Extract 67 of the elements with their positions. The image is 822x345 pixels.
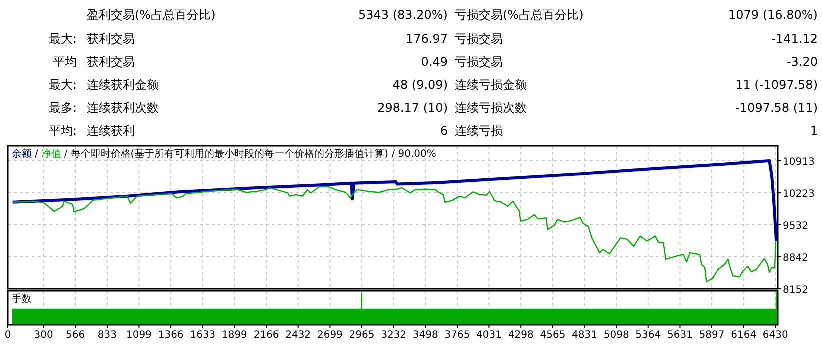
y-tick-label: 8842: [783, 252, 808, 264]
x-tick-label: 5364: [636, 330, 662, 341]
text: 1: [810, 124, 818, 138]
x-tick-label: 300: [34, 330, 54, 341]
x-tick-label: 1633: [190, 330, 216, 341]
text: 6: [440, 124, 448, 138]
x-tick-label: 4298: [508, 330, 534, 341]
text: 连续亏损: [455, 124, 503, 138]
x-tick-label: 1366: [158, 330, 184, 341]
text: 连续获利次数: [87, 101, 159, 115]
text: -3.20: [786, 55, 818, 69]
text: 最多:: [48, 101, 77, 115]
x-tick-label: 5631: [668, 330, 693, 341]
chart-title: 手数: [12, 293, 32, 305]
text: 连续获利: [87, 124, 135, 138]
x-tick-label: 833: [98, 330, 117, 341]
text: 平均: [53, 55, 77, 69]
x-tick-label: 3232: [381, 330, 407, 341]
text: 最大:: [48, 78, 77, 92]
text: 连续亏损次数: [455, 101, 527, 115]
annotation: /: [64, 149, 68, 160]
x-tick-label: 2965: [349, 330, 375, 341]
text: 最大:: [48, 32, 77, 46]
x-tick-label: 4031: [476, 330, 502, 341]
text: 亏损交易: [455, 55, 503, 69]
annotation: /: [35, 149, 39, 160]
text: 获利交易: [87, 55, 135, 69]
y-tick-label: 8152: [783, 285, 808, 296]
text: 连续亏损金额: [455, 78, 527, 92]
x-tick-label: 3765: [444, 330, 470, 341]
text: 余额: [12, 148, 32, 160]
y-tick-label: 10913: [783, 156, 815, 168]
text: 1079 (16.80%): [728, 8, 818, 22]
x-tick-label: 2699: [317, 330, 343, 341]
text: 298.17 (10): [378, 101, 448, 115]
x-tick-label: 1899: [222, 330, 248, 341]
text: -1097.58 (11): [736, 101, 818, 115]
text: 0.49: [421, 55, 448, 69]
x-tick-label: 5098: [604, 330, 630, 341]
x-tick-label: 4831: [572, 330, 598, 341]
x-tick-label: 3498: [412, 330, 438, 341]
text: 176.97: [406, 32, 448, 46]
x-tick-label: 1099: [126, 330, 152, 341]
x-tick-label: 6164: [731, 330, 757, 341]
text: 亏损交易(%占总百分比): [455, 8, 584, 22]
text: 11 (-1097.58): [736, 78, 818, 92]
text: -141.12: [772, 32, 818, 46]
x-tick-label: 4565: [540, 330, 566, 341]
line-series: [12, 186, 776, 283]
x-tick-label: 0: [4, 330, 12, 341]
x-tick-label: 2166: [254, 330, 280, 341]
text: 净值: [41, 148, 62, 160]
text: 亏损交易: [455, 32, 503, 46]
text: 连续获利金额: [87, 78, 159, 92]
y-tick-label: 9532: [783, 220, 808, 232]
text: 平均:: [48, 124, 77, 138]
text: 48 (9.09): [392, 78, 448, 92]
x-tick-label: 566: [66, 330, 86, 341]
text: 5343 (83.20%): [358, 8, 448, 22]
x-tick-label: 5897: [699, 330, 725, 341]
text: 盈利交易(%占总百分比): [87, 8, 216, 22]
x-tick-label: 6430: [762, 330, 788, 341]
line-series: [11, 159, 778, 243]
y-tick-label: 10223: [783, 188, 815, 200]
chart-title: 每个即时价格(基于所有可利用的最小时段的每一个价格的分形插值计算) / 90.00%: [70, 148, 436, 160]
text: 获利交易: [87, 32, 135, 46]
x-tick-label: 2432: [286, 330, 312, 341]
